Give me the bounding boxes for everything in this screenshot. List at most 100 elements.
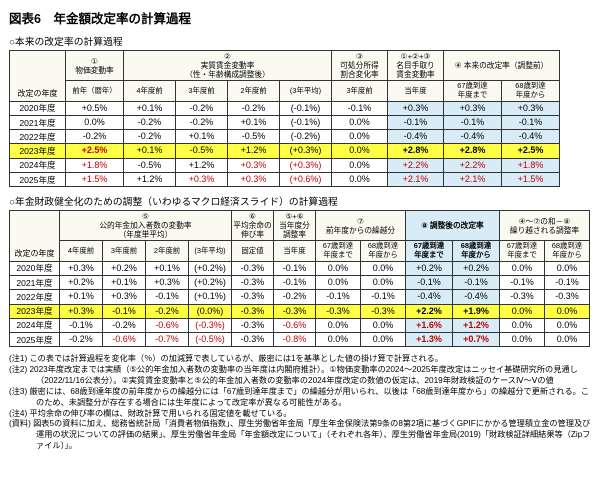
subheader-from-age68: 68歳到達 年度から xyxy=(452,240,500,262)
subheader-prev-calendar-year: 前年（暦年） xyxy=(65,80,124,102)
value-cell: -0.2% xyxy=(145,303,189,319)
col-group-current-adjustment: ⑤+⑥ 当年度分 調整率 xyxy=(273,210,316,242)
value-cell: (0.0%) xyxy=(188,303,232,319)
value-cell: +0.3% xyxy=(227,171,280,188)
value-cell: -0.1% xyxy=(145,289,189,305)
value-cell: 0.0% xyxy=(315,332,361,348)
value-cell: -0.4% xyxy=(452,289,500,305)
row-year-label: 2021年度 xyxy=(9,114,66,131)
value-cell: (+0.6%) xyxy=(279,171,332,188)
value-cell: 0.0% xyxy=(331,143,388,159)
value-cell: (+0.3%) xyxy=(279,143,332,159)
value-cell: +0.1% xyxy=(102,275,146,291)
col-group-nominal-wage: ①+②+③ 名目手取り 賃金変動率 xyxy=(387,49,444,82)
value-cell: -0.8% xyxy=(273,332,316,348)
value-cell: +0.3% xyxy=(227,157,280,173)
section1-label: ○本来の改定率の計算過程 xyxy=(9,37,123,48)
value-cell: 0.0% xyxy=(331,171,388,188)
subheader-until-age67: 67歳到達 年度まで xyxy=(443,80,502,102)
value-cell: +0.7% xyxy=(452,332,500,348)
value-cell: -0.3% xyxy=(231,289,274,305)
subheader-3yr-average: (3年平均) xyxy=(188,240,232,262)
value-cell: 0.0% xyxy=(331,157,388,173)
subheader-3yr-before: 3年度前 xyxy=(102,240,146,262)
value-cell: 0.0% xyxy=(544,317,590,334)
table-row: 2024年度 +1.8% -0.5% +1.2% +0.3% (+0.3%) 0.0% +2.… xyxy=(9,157,560,173)
subheader-4yr-before: 4年度前 xyxy=(123,80,176,102)
subheader-from-age68: 68歳到達 年度から xyxy=(544,240,590,262)
value-cell: +2.1% xyxy=(387,171,444,188)
value-cell: -0.2% xyxy=(227,100,280,116)
value-cell: +0.1% xyxy=(123,143,176,159)
value-cell: -0.3% xyxy=(231,332,274,348)
value-cell: -0.3% xyxy=(544,289,590,305)
value-cell: +1.2% xyxy=(227,143,280,159)
table-row: 2020年度 +0.3% +0.2% +0.1% (+0.2%) -0.3% -0.1% 0.… xyxy=(9,260,590,277)
value-cell: -0.2% xyxy=(123,114,176,131)
value-cell: +1.8% xyxy=(65,157,124,173)
value-cell: +1.5% xyxy=(65,171,124,188)
subheader-until-age67: 67歳到達 年度まで xyxy=(499,240,545,262)
value-cell: -0.3% xyxy=(231,317,274,334)
subheader-2yr-before: 2年度前 xyxy=(145,240,189,262)
value-cell: -0.6% xyxy=(145,317,189,334)
value-cell: +0.3% xyxy=(145,275,189,291)
note-line: (注2) 2023年度改定までは実績（⑤公的年金加入者数の変動率の当年度は内閣府… xyxy=(9,365,578,386)
value-cell: -0.1% xyxy=(331,100,388,116)
value-cell: -0.1% xyxy=(360,289,406,305)
value-cell: +0.1% xyxy=(175,129,228,145)
value-cell: -0.4% xyxy=(387,129,444,145)
value-cell: 0.0% xyxy=(360,332,406,348)
col-group-insured-change: ⑤ 公的年金加入者数の変動率 （年度単平均） xyxy=(59,210,232,242)
value-cell: 0.0% xyxy=(315,275,361,291)
value-cell: -0.1% xyxy=(501,114,560,131)
subheader-current-year: 当年度 xyxy=(387,80,444,102)
value-cell: +1.2% xyxy=(123,171,176,188)
value-cell: 0.0% xyxy=(315,260,361,277)
macro-slide-table: 改定の年度 ⑤ 公的年金加入者数の変動率 （年度単平均） ⑥ 平均余命の 伸び率… xyxy=(9,210,590,348)
value-cell: 0.0% xyxy=(331,129,388,145)
value-cell: +0.2% xyxy=(452,260,500,277)
note-line: (注4) 平均余命の伸び率の欄は、財政計算で用いられる固定値を載せている。 xyxy=(9,408,292,418)
subheader-from-age68: 68歳到達 年度から xyxy=(501,80,560,102)
value-cell: +1.2% xyxy=(452,317,500,334)
value-cell: -0.4% xyxy=(501,129,560,145)
value-cell: +0.2% xyxy=(102,260,146,277)
subheader-3yr-average: (3年平均) xyxy=(279,80,332,102)
row-year-label: 2024年度 xyxy=(9,157,66,173)
value-cell: 0.0% xyxy=(65,114,124,131)
row-year-label: 2023年度 xyxy=(9,143,66,159)
value-cell: (-0.5%) xyxy=(188,332,232,348)
table-row: 2024年度 -0.1% -0.2% -0.6% (-0.3%) -0.3% -0.6% 0.… xyxy=(9,317,590,334)
value-cell: +0.3% xyxy=(59,260,103,277)
table-row: 2023年度 +0.3% -0.1% -0.2% (0.0%) -0.3% -0.3% -0.… xyxy=(9,303,590,319)
value-cell: -0.1% xyxy=(499,275,545,291)
col-group-carried-adjustment: ④～⑦の和－⑧ 繰り越される調整率 xyxy=(499,210,590,242)
value-cell: (-0.1%) xyxy=(279,114,332,131)
value-cell: +2.8% xyxy=(387,143,444,159)
value-cell: -0.1% xyxy=(315,289,361,305)
value-cell: -0.2% xyxy=(65,129,124,145)
row-year-label: 2022年度 xyxy=(9,289,60,305)
value-cell: +0.3% xyxy=(102,289,146,305)
year-column-header: 改定の年度 xyxy=(9,50,66,102)
row-year-label: 2023年度 xyxy=(9,303,60,319)
value-cell: +1.9% xyxy=(452,303,500,319)
value-cell: -0.2% xyxy=(273,289,316,305)
value-cell: -0.4% xyxy=(443,129,502,145)
value-cell: -0.2% xyxy=(175,100,228,116)
value-cell: 0.0% xyxy=(331,114,388,131)
value-cell: +1.3% xyxy=(405,332,453,348)
col-group-life-expectancy: ⑥ 平均余命の 伸び率 xyxy=(231,210,274,242)
value-cell: -0.5% xyxy=(175,143,228,159)
value-cell: +2.1% xyxy=(443,171,502,188)
value-cell: (-0.3%) xyxy=(188,317,232,334)
value-cell: +0.1% xyxy=(227,114,280,131)
col-group-price-change: ① 物価変動率 xyxy=(65,49,124,82)
table-row: 2025年度 -0.2% -0.6% -0.7% (-0.5%) -0.3% -0.8% 0.… xyxy=(9,332,590,348)
subheader-until-age67: 67歳到達 年度まで xyxy=(315,240,361,262)
value-cell: -0.6% xyxy=(102,332,146,348)
year-column-header: 改定の年度 xyxy=(9,210,60,262)
value-cell: -0.7% xyxy=(145,332,189,348)
